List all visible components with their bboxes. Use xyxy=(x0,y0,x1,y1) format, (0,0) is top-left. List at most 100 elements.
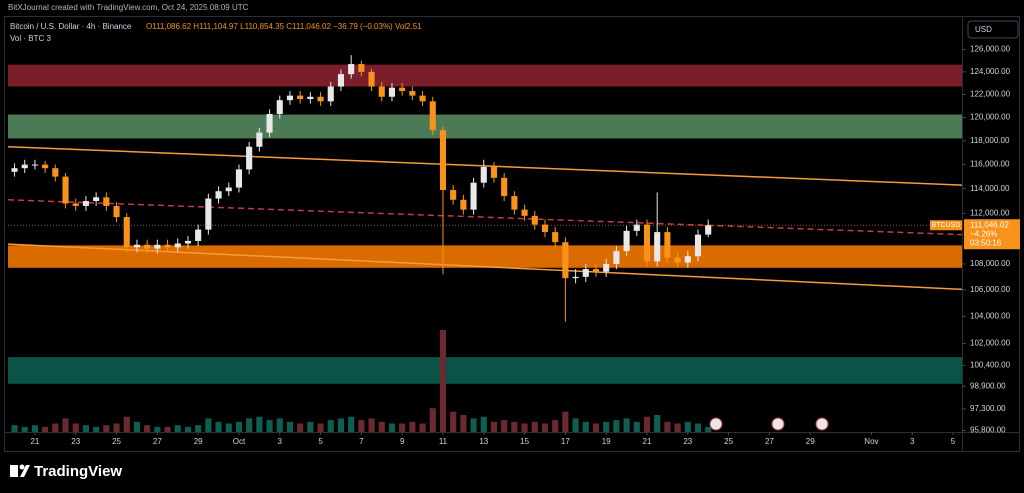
candle-body xyxy=(93,197,100,202)
x-tick-label: 3 xyxy=(278,437,283,446)
x-tick-label: 25 xyxy=(112,437,121,446)
candle-body xyxy=(154,244,161,249)
candle-body xyxy=(195,229,202,241)
volume-bar xyxy=(317,423,324,432)
candle-body xyxy=(103,197,110,206)
candle-body xyxy=(664,232,671,258)
candle-body xyxy=(266,113,273,133)
y-tick-label: 98,900.00 xyxy=(970,381,1006,390)
chart-title: Bitcoin / U.S. Dollar · 4h · Binance xyxy=(10,22,132,31)
volume-bar xyxy=(62,418,69,432)
y-tick-label: 100,400.00 xyxy=(970,360,1011,369)
volume-bar xyxy=(409,421,416,432)
candle-body xyxy=(460,199,467,210)
candle-body xyxy=(592,269,600,272)
x-tick-label: 27 xyxy=(153,437,162,446)
candle-body xyxy=(470,182,477,210)
candle-body xyxy=(235,169,243,188)
candle-body xyxy=(174,243,181,248)
volume-bar xyxy=(93,426,100,432)
candle-body xyxy=(205,198,212,230)
x-tick-label: 29 xyxy=(194,437,203,446)
volume-bar xyxy=(674,423,681,432)
candle-body xyxy=(511,196,518,210)
volume-legend: Vol · BTC 3 xyxy=(10,34,51,43)
brand: TradingView xyxy=(34,463,122,480)
candle-body xyxy=(113,205,120,218)
candle-body xyxy=(307,96,314,100)
volume-bar xyxy=(623,418,630,432)
candle-body xyxy=(123,217,130,248)
volume-bar xyxy=(174,425,181,432)
volume-bar xyxy=(133,421,141,432)
candle-body xyxy=(286,95,294,101)
x-tick-label: 19 xyxy=(602,437,611,446)
volume-bar xyxy=(541,423,549,432)
event-icon[interactable] xyxy=(709,417,723,431)
volume-bar xyxy=(470,418,477,432)
volume-bar xyxy=(450,411,457,432)
candle-body xyxy=(358,64,365,72)
candle-body xyxy=(572,276,579,279)
volume-bar xyxy=(307,421,314,432)
x-tick-label: 21 xyxy=(643,437,652,446)
volume-bar xyxy=(603,421,610,432)
candle-body xyxy=(31,164,38,166)
symbol-label: BTCUSD xyxy=(932,222,961,229)
candle-body xyxy=(480,166,487,183)
event-icon[interactable] xyxy=(771,417,785,431)
x-tick-label: 5 xyxy=(318,437,323,446)
volume-bar xyxy=(664,421,671,432)
x-tick-label: Nov xyxy=(864,437,878,446)
ohlc-legend: O111,086.62 H111,104.97 L110,854.35 C111… xyxy=(146,22,422,31)
candle-body xyxy=(613,251,620,264)
volume-bar xyxy=(256,416,263,432)
candle-body xyxy=(82,201,89,206)
x-tick-label: 17 xyxy=(561,437,570,446)
currency-box[interactable] xyxy=(967,20,1019,39)
volume-bar xyxy=(490,421,498,432)
volume-bar xyxy=(511,421,518,432)
volume-bar xyxy=(572,418,579,432)
volume-bar xyxy=(195,425,202,432)
plot-area xyxy=(8,55,962,432)
volume-bar xyxy=(521,423,528,432)
candle-body xyxy=(317,96,324,102)
volume-bar xyxy=(378,421,385,432)
price-label: 111,046.02 xyxy=(970,220,1009,229)
volume-bar xyxy=(286,421,294,432)
candle-body xyxy=(633,224,640,231)
x-tick-label: 23 xyxy=(683,437,692,446)
candle-body xyxy=(582,269,589,277)
volume-bar xyxy=(297,423,304,432)
x-tick-label: 15 xyxy=(520,437,529,446)
volume-bar xyxy=(388,423,396,432)
volume-bar xyxy=(694,423,702,432)
candle-body xyxy=(246,146,253,170)
candle-body xyxy=(11,168,18,172)
y-tick-label: 108,000.00 xyxy=(970,259,1011,268)
candle-body xyxy=(490,166,498,178)
volume-bar xyxy=(154,426,161,432)
candle-body xyxy=(297,95,304,100)
x-tick-label: 29 xyxy=(806,437,815,446)
volume-bar xyxy=(348,416,355,432)
volume-bar xyxy=(552,420,559,432)
zone xyxy=(8,114,962,139)
volume-bar xyxy=(531,421,538,432)
logo-mark xyxy=(20,465,30,477)
x-tick-label: 23 xyxy=(71,437,80,446)
volume-bar xyxy=(103,425,110,432)
candle-body xyxy=(439,130,447,190)
trend-line xyxy=(8,199,962,236)
volume-bar xyxy=(327,420,334,432)
volume-bar xyxy=(480,416,487,432)
volume-bar xyxy=(501,420,508,432)
candle-body xyxy=(541,224,549,233)
x-tick-label: 9 xyxy=(400,437,405,446)
event-icon[interactable] xyxy=(815,417,829,431)
candle-body xyxy=(327,86,334,102)
trend-line xyxy=(8,243,962,291)
candle-body xyxy=(531,215,538,225)
zone xyxy=(8,64,962,87)
